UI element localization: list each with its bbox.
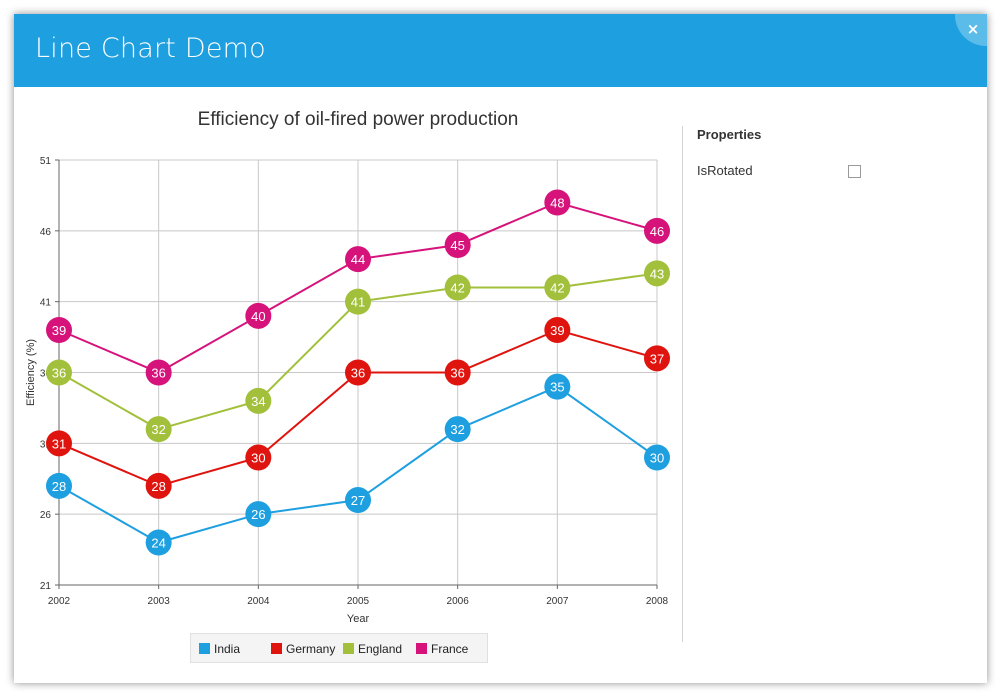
data-point-marker: [245, 302, 272, 329]
data-point-marker: [245, 444, 272, 471]
data-point-marker: [345, 288, 371, 315]
data-point-marker: [245, 387, 272, 414]
legend-item-france: France: [416, 641, 468, 657]
legend-swatch: [416, 643, 427, 654]
x-axis-label: Year: [347, 613, 370, 625]
x-tick-label: 2003: [148, 596, 171, 607]
data-point-label: 30: [251, 451, 265, 466]
data-point-label: 36: [52, 366, 66, 381]
legend-label: India: [214, 642, 241, 656]
data-point-marker: [245, 501, 272, 528]
data-point-label: 39: [52, 323, 66, 338]
x-tick-label: 2005: [347, 596, 370, 607]
x-tick-label: 2004: [247, 596, 270, 607]
x-tick-label: 2002: [48, 596, 71, 607]
isrotated-label: IsRotated: [697, 163, 753, 178]
title-bar: Line Chart Demo ×: [14, 14, 987, 87]
data-point-marker: [46, 472, 72, 499]
data-point-label: 24: [151, 536, 165, 551]
data-point-marker: [644, 345, 670, 372]
data-point-label: 28: [52, 479, 66, 494]
data-point-label: 42: [550, 281, 564, 296]
data-point-label: 28: [151, 479, 165, 494]
x-tick-label: 2006: [447, 596, 470, 607]
close-icon[interactable]: ×: [966, 20, 980, 38]
data-point-label: 36: [450, 366, 464, 381]
data-point-marker: [46, 430, 72, 457]
legend-item-india: India: [199, 641, 240, 657]
data-point-marker: [345, 246, 371, 273]
data-point-label: 44: [351, 252, 365, 267]
y-tick-label: 51: [40, 156, 52, 167]
legend-swatch: [199, 643, 210, 654]
data-point-marker: [644, 444, 670, 471]
data-point-marker: [544, 189, 571, 216]
data-point-marker: [145, 529, 172, 556]
data-point-label: 36: [351, 366, 365, 381]
data-point-label: 37: [650, 351, 664, 366]
data-point-label: 35: [550, 380, 564, 395]
legend-swatch: [343, 643, 354, 654]
data-point-marker: [345, 359, 371, 386]
data-point-label: 32: [151, 422, 165, 437]
properties-header: Properties: [697, 127, 762, 142]
data-point-label: 45: [450, 238, 464, 253]
data-point-marker: [145, 472, 172, 499]
data-point-label: 48: [550, 196, 564, 211]
legend-label: Germany: [286, 642, 336, 656]
data-point-label: 46: [650, 224, 664, 239]
chart-legend: India Germany England France: [190, 633, 488, 663]
x-tick-label: 2008: [646, 596, 669, 607]
data-point-marker: [145, 416, 172, 443]
data-point-marker: [345, 487, 371, 513]
data-point-marker: [444, 274, 471, 301]
data-point-label: 41: [351, 295, 365, 310]
data-point-marker: [46, 359, 72, 386]
data-point-marker: [145, 359, 172, 386]
legend-item-germany: Germany: [271, 641, 335, 657]
line-chart: Efficiency of oil-fired power production…: [25, 109, 670, 625]
y-tick-label: 41: [40, 298, 52, 309]
isrotated-checkbox[interactable]: [848, 165, 861, 178]
data-point-marker: [644, 217, 670, 244]
data-point-label: 32: [450, 422, 464, 437]
data-point-label: 36: [151, 366, 165, 381]
panel-divider: [682, 126, 683, 642]
data-point-label: 31: [52, 436, 66, 451]
data-point-marker: [444, 232, 471, 258]
legend-label: England: [358, 642, 403, 656]
data-point-label: 26: [251, 507, 265, 522]
y-tick-label: 46: [40, 227, 52, 238]
y-tick-label: 21: [40, 581, 52, 592]
data-point-marker: [46, 317, 72, 343]
data-point-label: 43: [650, 266, 664, 281]
data-point-marker: [544, 274, 571, 301]
data-point-label: 40: [251, 309, 265, 324]
data-point-marker: [544, 373, 571, 400]
y-tick-label: 36: [40, 369, 52, 380]
data-point-marker: [444, 416, 471, 443]
data-point-label: 27: [351, 493, 365, 508]
y-tick-label: 31: [40, 439, 52, 450]
window-title: Line Chart Demo: [35, 33, 266, 64]
data-point-label: 30: [650, 451, 664, 466]
legend-item-england: England: [343, 641, 402, 657]
dialog-window: Line Chart Demo × Efficiency of oil-fire…: [14, 14, 987, 683]
data-point-label: 39: [550, 323, 564, 338]
data-point-label: 34: [251, 394, 265, 409]
data-point-label: 42: [450, 281, 464, 296]
legend-label: France: [431, 642, 469, 656]
y-axis-label: Efficiency (%): [25, 339, 37, 406]
chart-title: Efficiency of oil-fired power production: [198, 109, 519, 130]
legend-swatch: [271, 643, 282, 654]
data-point-marker: [444, 359, 471, 386]
data-point-marker: [544, 317, 571, 343]
x-tick-label: 2007: [546, 596, 569, 607]
data-point-marker: [644, 260, 670, 287]
y-tick-label: 26: [40, 510, 52, 521]
